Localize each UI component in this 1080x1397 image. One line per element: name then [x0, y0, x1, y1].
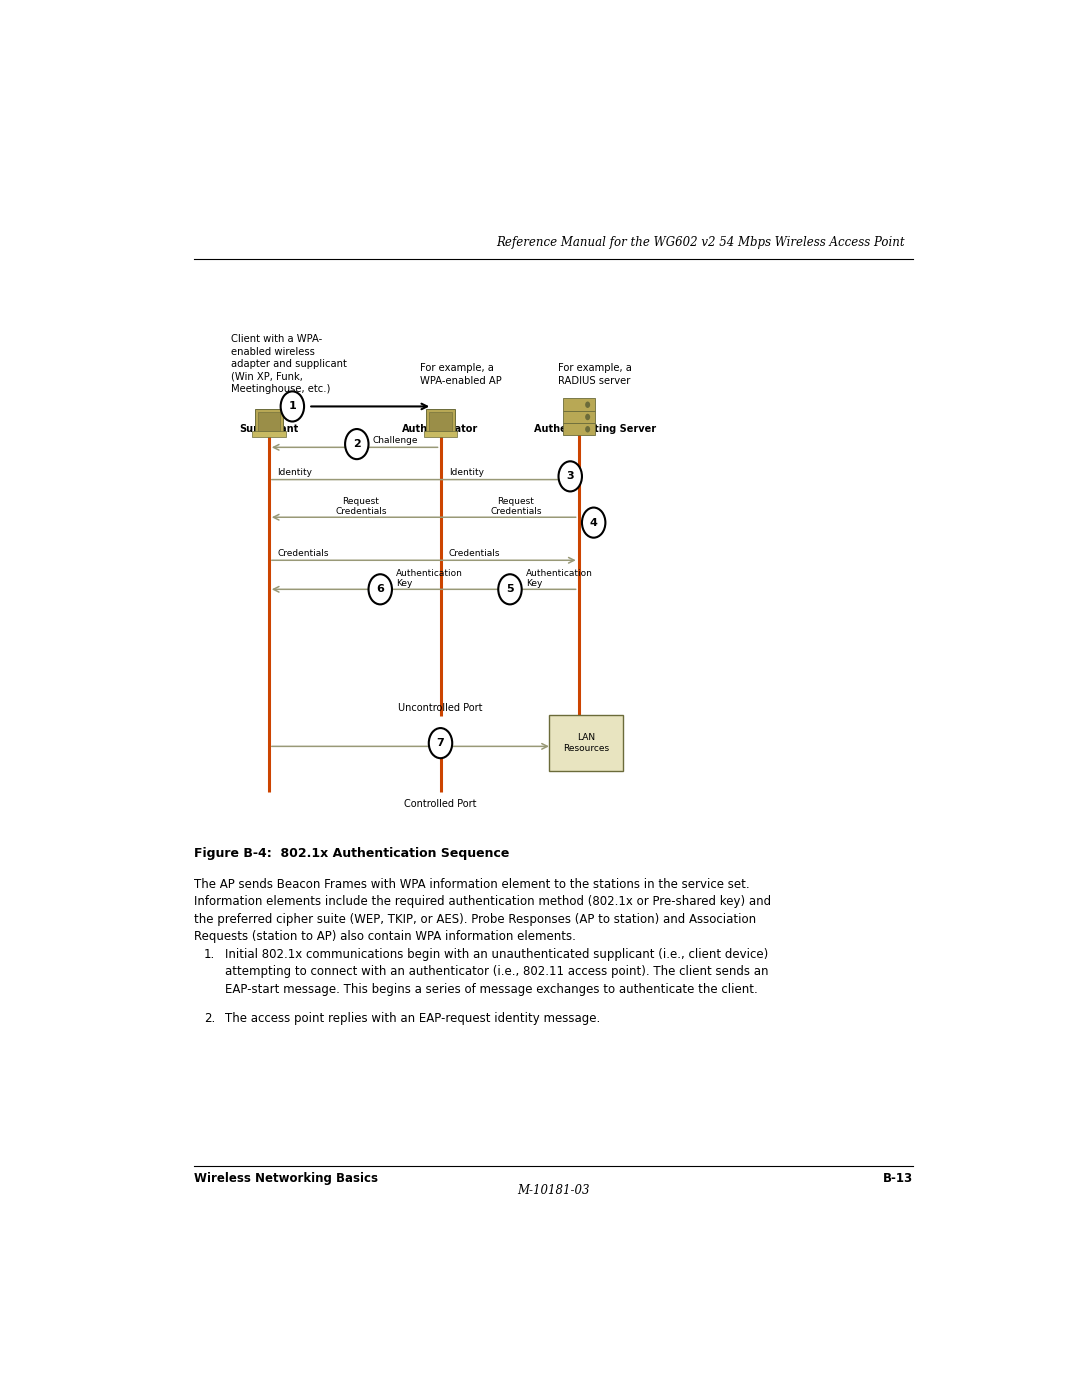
FancyBboxPatch shape: [252, 430, 286, 437]
Text: 1: 1: [288, 401, 296, 412]
Text: 2.: 2.: [204, 1011, 215, 1025]
Text: Credentials: Credentials: [449, 549, 500, 559]
Text: M-10181-03: M-10181-03: [517, 1185, 590, 1197]
Circle shape: [498, 574, 522, 605]
Text: 7: 7: [436, 738, 444, 749]
FancyBboxPatch shape: [563, 423, 594, 436]
Text: Challenge: Challenge: [373, 436, 418, 446]
Text: 2: 2: [353, 439, 361, 448]
Text: Figure B-4:  802.1x Authentication Sequence: Figure B-4: 802.1x Authentication Sequen…: [193, 848, 509, 861]
Text: 1.: 1.: [204, 947, 215, 961]
FancyBboxPatch shape: [423, 430, 458, 437]
FancyBboxPatch shape: [563, 398, 594, 411]
Text: Uncontrolled Port: Uncontrolled Port: [399, 703, 483, 712]
Circle shape: [585, 414, 590, 420]
Circle shape: [429, 728, 453, 759]
Text: The access point replies with an EAP-request identity message.: The access point replies with an EAP-req…: [226, 1011, 600, 1025]
Text: Supplicant: Supplicant: [240, 423, 298, 433]
Text: 3: 3: [566, 471, 575, 482]
FancyBboxPatch shape: [427, 408, 455, 433]
FancyBboxPatch shape: [430, 412, 451, 430]
Text: Request
Credentials: Request Credentials: [335, 497, 387, 515]
Text: Authenticating Server: Authenticating Server: [535, 423, 657, 433]
Text: Controlled Port: Controlled Port: [404, 799, 476, 809]
FancyBboxPatch shape: [563, 411, 594, 423]
Text: 5: 5: [507, 584, 514, 594]
Text: Authenticator: Authenticator: [403, 423, 478, 433]
Text: For example, a
RADIUS server: For example, a RADIUS server: [557, 363, 632, 386]
Text: Reference Manual for the WG602 v2 54 Mbps Wireless Access Point: Reference Manual for the WG602 v2 54 Mbp…: [497, 236, 905, 250]
Circle shape: [558, 461, 582, 492]
Text: Identity: Identity: [278, 468, 312, 478]
Text: The AP sends Beacon Frames with WPA information element to the stations in the s: The AP sends Beacon Frames with WPA info…: [193, 877, 771, 943]
Text: Request
Credentials: Request Credentials: [490, 497, 541, 515]
Circle shape: [582, 507, 606, 538]
Text: Credentials: Credentials: [278, 549, 328, 559]
Text: Authentication
Key: Authentication Key: [526, 569, 593, 588]
Circle shape: [346, 429, 368, 460]
FancyBboxPatch shape: [255, 408, 283, 433]
Text: Client with a WPA-
enabled wireless
adapter and supplicant
(Win XP, Funk,
Meetin: Client with a WPA- enabled wireless adap…: [231, 334, 347, 394]
FancyBboxPatch shape: [550, 715, 623, 771]
FancyBboxPatch shape: [258, 412, 280, 430]
Text: Wireless Networking Basics: Wireless Networking Basics: [193, 1172, 378, 1185]
Circle shape: [585, 426, 590, 433]
Circle shape: [281, 391, 305, 422]
Text: Identity: Identity: [449, 468, 484, 478]
Text: 6: 6: [376, 584, 384, 594]
Text: Initial 802.1x communications begin with an unauthenticated supplicant (i.e., cl: Initial 802.1x communications begin with…: [226, 947, 769, 996]
Text: 4: 4: [590, 518, 597, 528]
Text: Authentication
Key: Authentication Key: [396, 569, 463, 588]
Circle shape: [368, 574, 392, 605]
Text: B-13: B-13: [883, 1172, 914, 1185]
Text: For example, a
WPA-enabled AP: For example, a WPA-enabled AP: [420, 363, 501, 386]
Circle shape: [585, 401, 590, 408]
Text: LAN
Resources: LAN Resources: [563, 733, 609, 753]
